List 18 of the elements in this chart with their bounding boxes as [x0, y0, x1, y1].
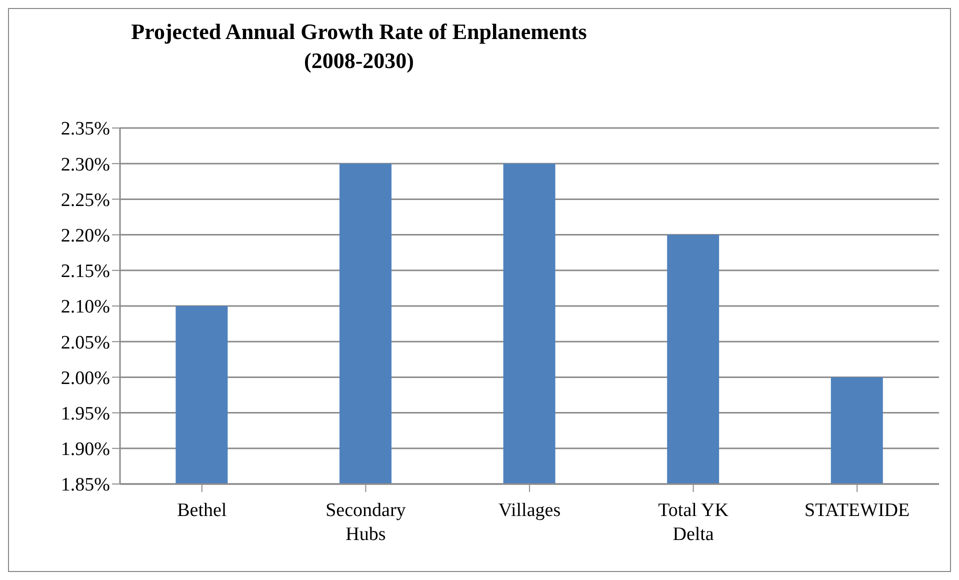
chart-title: Projected Annual Growth Rate of Enplanements: [130, 18, 588, 46]
y-tick-label: 2.35%: [60, 118, 110, 140]
y-tick-label: 1.95%: [60, 404, 110, 425]
x-tick-label: STATEWIDE: [804, 500, 910, 521]
chart-subtitle: (2008-2030): [303, 47, 415, 75]
x-tick-label: Secondary Hubs: [326, 500, 406, 545]
y-tick-label: 2.00%: [60, 368, 110, 389]
x-tick-label: Total YK Delta: [658, 500, 729, 545]
y-tick-label: 2.15%: [60, 261, 110, 282]
y-tick-label: 2.25%: [60, 190, 110, 211]
y-tick-label: 1.90%: [60, 439, 110, 460]
x-tick-label: Bethel: [177, 500, 227, 521]
y-tick-label: 2.20%: [60, 226, 110, 247]
y-tick-label: 2.10%: [60, 296, 110, 318]
y-tick-label: 1.85%: [60, 474, 110, 496]
x-tick-label: Villages: [498, 500, 561, 521]
y-tick-label: 2.05%: [60, 332, 110, 354]
y-tick-label: 2.30%: [60, 154, 110, 176]
